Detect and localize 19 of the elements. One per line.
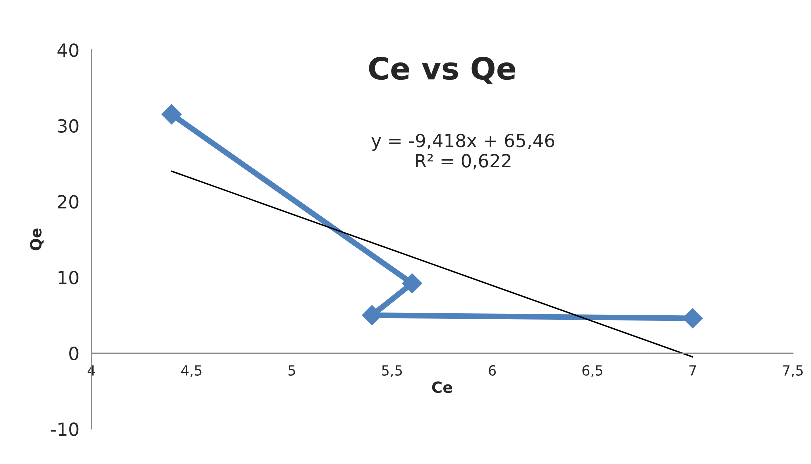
x-tick-label: 5,5 [382,366,402,378]
x-tick-label: 7,5 [783,366,803,378]
annotation: y = -9,418x + 65,46 R² = 0,622 [372,134,555,170]
x-axis-title: Ce [432,382,452,394]
point [402,273,423,294]
y-axis-title: Qe [30,228,44,251]
x-tick-label: 4,5 [181,366,202,378]
x-tick-label: 6 [489,365,496,376]
y-tick-label: 0 [70,346,79,360]
y-tick-label: 30 [58,119,79,134]
y-tick-label: -10 [51,422,79,436]
y-tick-label: 40 [58,44,79,58]
x-tick-label: 7 [690,366,696,376]
y-tick-label: 10 [58,271,79,285]
point [162,104,182,125]
x-tick-label: 6,5 [582,365,603,378]
x-tick-label: 5 [288,366,296,376]
chart-title: Ce vs Qe [369,57,516,84]
y-tick-label: 20 [58,195,79,209]
